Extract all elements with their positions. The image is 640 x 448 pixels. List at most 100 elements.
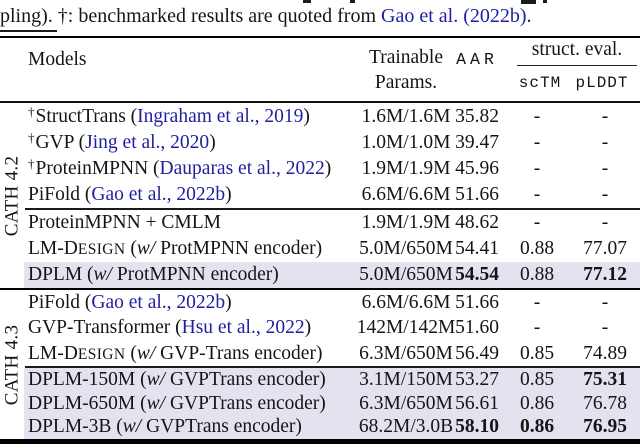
caption-text: pling). †: benchmarked results are quote… [0, 5, 381, 27]
column-header-sctm: scTM [518, 74, 562, 92]
model-name-text: ESIGN [77, 240, 126, 258]
plddt-value: - [601, 317, 609, 339]
aar-value: 56.49 [455, 342, 499, 364]
table-section: PiFold (Gao et al., 2022b) 6.6M/6.6M 51.66… [0, 291, 640, 367]
model-name-text: w/ [136, 237, 156, 259]
group-divider-rule [0, 287, 640, 291]
section-divider-rule [25, 366, 640, 368]
clipped-text-fragment [543, 0, 547, 3]
model-name-text: GVPTrans encoder) [141, 416, 302, 438]
table-row: †StructTrans (Ingraham et al., 2019) 1.6M… [24, 104, 640, 130]
group-label-text: CATH 4.2 [1, 155, 23, 237]
plddt-value: 74.89 [583, 342, 627, 364]
sctm-value: - [533, 106, 541, 128]
citation-link[interactable]: Hsu et al., 2022 [181, 317, 305, 339]
aar-value: 56.61 [455, 392, 499, 414]
citation-link[interactable]: Gao et al., 2022b [91, 184, 226, 206]
citation-link[interactable]: Gao et al., 2022b [91, 292, 226, 314]
plddt-value: - [601, 211, 609, 233]
trainable-params-value: 6.6M/6.6M [361, 184, 451, 206]
trainable-params-value: 3.1M/150M [359, 368, 453, 390]
clipped-text-fragment [350, 0, 355, 3]
model-name-text: ESIGN [77, 345, 126, 363]
plddt-value: - [601, 158, 609, 180]
model-name-text: w/ [146, 392, 166, 414]
model-name: †StructTrans (Ingraham et al., 2019) [28, 104, 310, 128]
trainable-params-value: 6.3M/650M [359, 392, 453, 414]
model-name: DPLM-650M (w/ GVPTrans encoder) [28, 393, 326, 415]
params-label: Params. [374, 71, 438, 93]
column-header-struct-eval: struct. eval. [531, 39, 623, 60]
plddt-value: - [601, 132, 609, 154]
plddt-value: - [601, 184, 609, 206]
sctm-value: 0.86 [519, 392, 555, 414]
trainable-params-value: 1.0M/1.0M [361, 132, 451, 154]
citation-link[interactable]: Ingraham et al., 2019 [137, 106, 304, 128]
sctm-value: - [533, 132, 541, 154]
caption-underline [0, 30, 57, 32]
table-section: DPLM-150M (w/ GVPTrans encoder) 3.1M/150M… [0, 367, 640, 440]
model-name-text: GVP ( [35, 132, 86, 154]
table-row: DPLM-150M (w/ GVPTrans encoder) 3.1M/150M… [24, 367, 640, 392]
sctm-value: - [533, 317, 541, 339]
table-row: LM-DESIGN (w/ ProtMPNN encoder) 5.0M/650M… [24, 236, 640, 262]
sctm-value: 0.85 [519, 342, 555, 364]
group-label: CATH 4.2 [0, 104, 24, 288]
trainable-params-value: 6.6M/6.6M [361, 292, 451, 314]
caption-period: . [526, 5, 532, 27]
model-name-text: PiFold ( [28, 292, 92, 314]
sctm-value: 0.88 [519, 263, 555, 285]
model-name-text: ) [303, 106, 310, 128]
model-name-text: ) [225, 184, 232, 206]
plddt-value: - [601, 106, 609, 128]
trainable-params-value: 1.9M/1.9M [361, 158, 451, 180]
model-name-text: GVP-Trans encoder) [155, 342, 323, 364]
aar-value: 48.62 [455, 211, 499, 233]
model-name-text: PiFold ( [28, 184, 92, 206]
trainable-params-value: 1.9M/1.9M [361, 211, 451, 233]
table-row: LM-DESIGN (w/ GVP-Trans encoder) 6.3M/650… [24, 341, 640, 366]
model-name: LM-DESIGN (w/ ProtMPNN encoder) [28, 238, 322, 260]
caption-citation-link[interactable]: Gao et al. (2022b) [381, 5, 527, 27]
row-group-cath-4-3: CATH 4.3 PiFold (Gao et al., 2022b) 6.6M/6… [0, 291, 640, 440]
aar-value: 35.82 [455, 106, 499, 128]
trainable-params-value: 142M/142M [356, 317, 456, 339]
aar-value: 51.66 [455, 292, 499, 314]
citation-link[interactable]: Dauparas et al., 2022 [159, 158, 325, 180]
aar-value: 45.96 [455, 158, 499, 180]
column-header-plddt: pLDDT [575, 74, 629, 92]
trainable-params-value: 5.0M/650M [359, 263, 453, 285]
group-label-text: CATH 4.3 [1, 324, 23, 406]
citation-link[interactable]: Jing et al., 2020 [85, 132, 210, 154]
aar-value: 53.27 [455, 368, 499, 390]
model-name-text: LM-D [28, 237, 78, 259]
sctm-value: - [533, 184, 541, 206]
table-row: ProteinMPNN + CMLM 1.9M/1.9M 48.62 - - [24, 210, 640, 236]
aar-value: 51.60 [455, 317, 499, 339]
model-name-text: DPLM-650M ( [28, 392, 147, 414]
table-caption: pling). †: benchmarked results are quote… [0, 5, 640, 28]
table-row: DPLM-650M (w/ GVPTrans encoder) 6.3M/650M… [24, 391, 640, 416]
model-name: †ProteinMPNN (Dauparas et al., 2022) [28, 156, 332, 180]
dagger-mark: † [28, 104, 35, 120]
aar-value: 51.66 [455, 184, 499, 206]
clipped-text-fragment [303, 0, 311, 3]
model-name-text: ( [125, 342, 137, 364]
model-name-text: ProtMPNN encoder) [111, 263, 279, 285]
model-name-text: ProtMPNN encoder) [155, 237, 323, 259]
model-name-text: GVPTrans encoder) [165, 368, 326, 390]
table-row: PiFold (Gao et al., 2022b) 6.6M/6.6M 51.66… [24, 291, 640, 316]
table-row: †ProteinMPNN (Dauparas et al., 2022) 1.9M… [24, 156, 640, 182]
table-top-rule [0, 36, 640, 39]
model-name: †GVP (Jing et al., 2020) [28, 130, 216, 154]
model-name-text: DPLM-3B ( [28, 416, 123, 438]
model-name-text: ) [324, 158, 332, 180]
aar-value: 54.54 [455, 263, 499, 285]
trainable-params-value: 68.2M/3.0B [358, 416, 454, 438]
trainable-params-value: 1.6M/1.6M [361, 106, 451, 128]
model-name-text: ProteinMPNN + CMLM [28, 211, 222, 233]
table-row: DPLM-3B (w/ GVPTrans encoder) 68.2M/3.0B 5… [24, 415, 640, 440]
model-name-text: GVP-Transformer ( [28, 317, 182, 339]
model-name-text: ProteinMPNN ( [35, 158, 160, 180]
model-name-text: DPLM-150M ( [28, 368, 147, 390]
